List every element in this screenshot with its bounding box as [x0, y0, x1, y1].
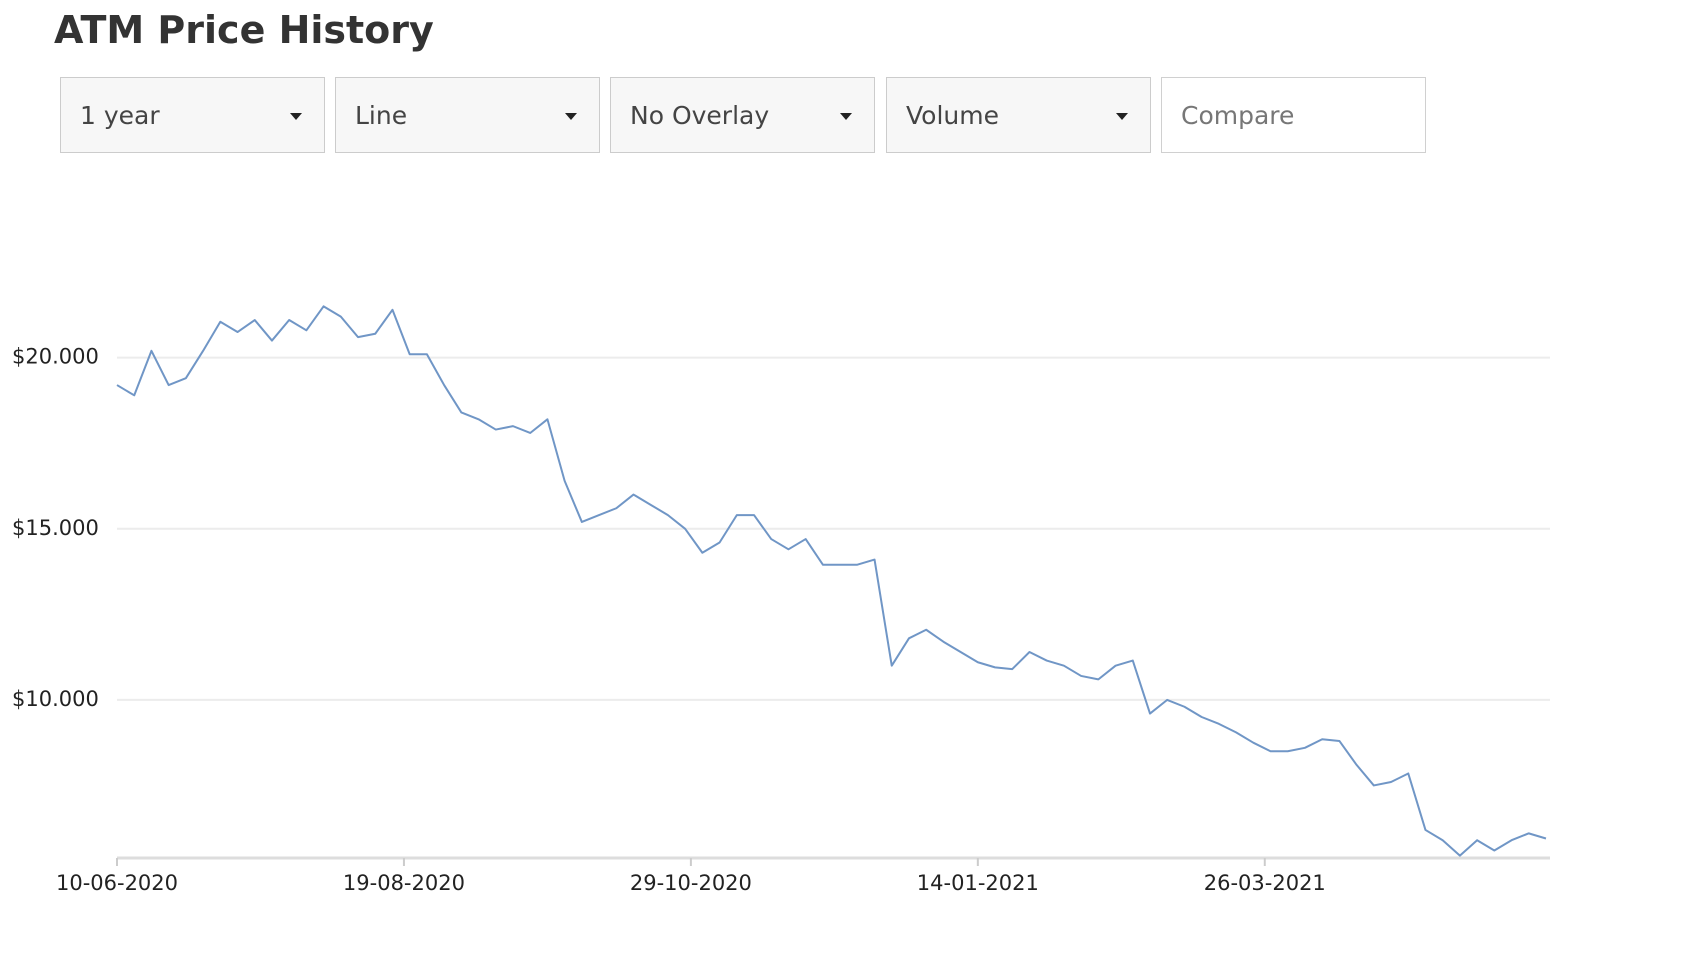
x-tick-label: 26-03-2021 [1204, 871, 1326, 895]
overlay-dropdown[interactable]: No Overlay [610, 77, 875, 153]
y-tick-label: $15.000 [12, 516, 99, 540]
page-title: ATM Price History [54, 8, 434, 52]
range-dropdown[interactable]: 1 year [60, 77, 325, 153]
type-dropdown[interactable]: Line [335, 77, 600, 153]
x-tick-label: 14-01-2021 [917, 871, 1039, 895]
y-tick-label: $10.000 [12, 687, 99, 711]
x-tick-label: 10-06-2020 [56, 871, 178, 895]
x-tick-label: 19-08-2020 [343, 871, 465, 895]
price-line [116, 305, 1547, 857]
y-tick-label: $20.000 [12, 345, 99, 369]
compare-input[interactable]: Compare [1161, 77, 1426, 153]
indicator-dropdown[interactable]: Volume [886, 77, 1151, 153]
x-tick-label: 29-10-2020 [630, 871, 752, 895]
